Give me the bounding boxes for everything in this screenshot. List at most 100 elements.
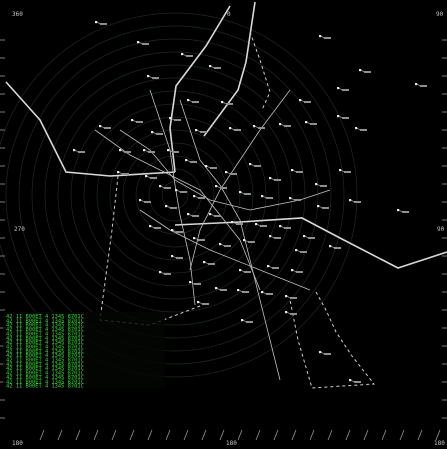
leader-line <box>160 271 165 275</box>
tick-mark <box>273 429 279 441</box>
aircraft-target[interactable] <box>145 175 148 178</box>
leader-line <box>286 295 291 299</box>
aircraft-target[interactable] <box>261 195 264 198</box>
aircraft-target[interactable] <box>197 301 200 304</box>
aircraft-target[interactable] <box>165 205 168 208</box>
aircraft-target[interactable] <box>285 295 288 298</box>
leader-line <box>270 235 275 239</box>
aircraft-target[interactable] <box>205 165 208 168</box>
datablock-line: 42 11 B00ET 4 1345 8701C <box>6 323 84 329</box>
aircraft-target[interactable] <box>317 205 320 208</box>
aircraft-target[interactable] <box>289 197 292 200</box>
aircraft-target[interactable] <box>299 99 302 102</box>
aircraft-target[interactable] <box>339 169 342 172</box>
aircraft-target[interactable] <box>397 209 400 212</box>
aircraft-target[interactable] <box>237 289 240 292</box>
aircraft-target[interactable] <box>147 75 150 78</box>
target-tag <box>360 129 367 131</box>
aircraft-target[interactable] <box>279 225 282 228</box>
target-tag <box>260 225 267 227</box>
aircraft-target[interactable] <box>149 225 152 228</box>
aircraft-target[interactable] <box>231 221 234 224</box>
aircraft-target[interactable] <box>261 291 264 294</box>
aircraft-target[interactable] <box>285 311 288 314</box>
aircraft-target[interactable] <box>355 127 358 130</box>
aircraft-target[interactable] <box>143 149 146 152</box>
aircraft-target[interactable] <box>99 125 102 128</box>
leader-line <box>172 229 177 233</box>
aircraft-target[interactable] <box>95 21 98 24</box>
aircraft-target[interactable] <box>139 199 142 202</box>
aircraft-target[interactable] <box>209 213 212 216</box>
aircraft-target[interactable] <box>215 185 218 188</box>
aircraft-target[interactable] <box>253 125 256 128</box>
aircraft-target[interactable] <box>415 83 418 86</box>
aircraft-target[interactable] <box>209 65 212 68</box>
aircraft-target[interactable] <box>171 255 174 258</box>
aircraft-target[interactable] <box>349 379 352 382</box>
aircraft-target[interactable] <box>193 195 196 198</box>
leader-line <box>316 183 321 187</box>
leader-line <box>190 281 195 285</box>
aircraft-target[interactable] <box>337 115 340 118</box>
aircraft-target[interactable] <box>291 169 294 172</box>
aircraft-target[interactable] <box>359 69 362 72</box>
aircraft-target[interactable] <box>159 185 162 188</box>
aircraft-target[interactable] <box>151 131 154 134</box>
aircraft-target[interactable] <box>295 249 298 252</box>
aircraft-target[interactable] <box>225 171 228 174</box>
aircraft-target[interactable] <box>243 239 246 242</box>
aircraft-target[interactable] <box>159 271 162 274</box>
aircraft-target[interactable] <box>329 245 332 248</box>
aircraft-target[interactable] <box>187 213 190 216</box>
target-tag <box>284 125 291 127</box>
aircraft-target[interactable] <box>181 53 184 56</box>
aircraft-target[interactable] <box>255 223 258 226</box>
aircraft-target[interactable] <box>219 243 222 246</box>
aircraft-target[interactable] <box>137 41 140 44</box>
aircraft-target[interactable] <box>203 261 206 264</box>
aircraft-target[interactable] <box>73 149 76 152</box>
aircraft-target[interactable] <box>249 163 252 166</box>
aircraft-target[interactable] <box>169 117 172 120</box>
aircraft-target[interactable] <box>171 229 174 232</box>
aircraft-target[interactable] <box>215 287 218 290</box>
aircraft-target[interactable] <box>185 159 188 162</box>
aircraft-target[interactable] <box>269 235 272 238</box>
aircraft-target[interactable] <box>131 119 134 122</box>
aircraft-target[interactable] <box>187 99 190 102</box>
aircraft-target[interactable] <box>337 87 340 90</box>
aircraft-target[interactable] <box>315 183 318 186</box>
aircraft-target[interactable] <box>239 191 242 194</box>
target-tag <box>220 187 227 189</box>
aircraft-target[interactable] <box>167 149 170 152</box>
aircraft-target[interactable] <box>349 199 352 202</box>
aircraft-target[interactable] <box>291 269 294 272</box>
aircraft-target[interactable] <box>303 235 306 238</box>
aircraft-target[interactable] <box>117 171 120 174</box>
aircraft-target[interactable] <box>269 177 272 180</box>
aircraft-target[interactable] <box>319 35 322 38</box>
aircraft-target[interactable] <box>267 265 270 268</box>
target-tag <box>144 201 151 203</box>
aircraft-target[interactable] <box>239 269 242 272</box>
aircraft-target[interactable] <box>189 281 192 284</box>
aircraft-target[interactable] <box>195 129 198 132</box>
aircraft-target[interactable] <box>193 237 196 240</box>
aircraft-target[interactable] <box>305 121 308 124</box>
bearing-right: 90 <box>437 226 445 233</box>
aircraft-target[interactable] <box>175 189 178 192</box>
aircraft-target[interactable] <box>319 351 322 354</box>
targets-layer <box>73 21 427 383</box>
aircraft-target[interactable] <box>221 101 224 104</box>
target-tag <box>78 151 85 153</box>
bearing-top-left: 360 <box>12 11 23 18</box>
aircraft-target[interactable] <box>119 149 122 152</box>
leader-line <box>268 265 273 269</box>
datablock-line: 42 11 B00ET 4 1345 8701C <box>6 340 84 346</box>
aircraft-target[interactable] <box>279 123 282 126</box>
leader-line <box>360 69 365 73</box>
aircraft-target[interactable] <box>241 319 244 322</box>
aircraft-target[interactable] <box>229 127 232 130</box>
